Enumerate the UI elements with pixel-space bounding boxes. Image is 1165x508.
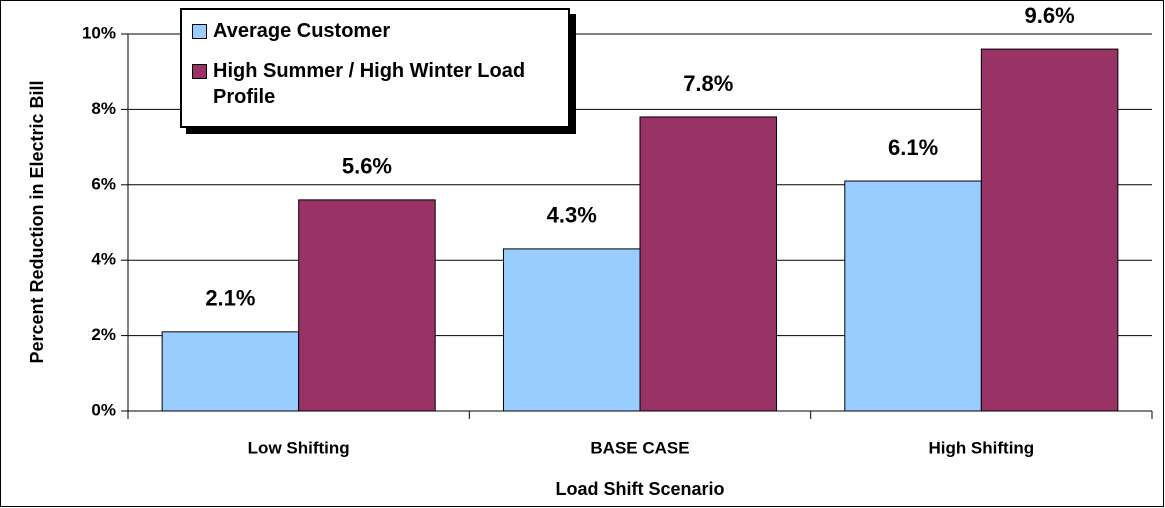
- legend-swatch: [192, 24, 207, 39]
- legend-entry: High Summer / High Winter Load Profile: [192, 58, 558, 110]
- y-tick-label: 8%: [91, 99, 116, 118]
- y-tick-label: 10%: [82, 23, 116, 42]
- x-tick-label: BASE CASE: [590, 438, 689, 457]
- x-axis-title: Load Shift Scenario: [555, 479, 724, 499]
- y-tick-label: 2%: [91, 325, 116, 344]
- x-tick-label: High Shifting: [928, 438, 1034, 457]
- bar: [502, 248, 641, 412]
- bar: [639, 116, 778, 412]
- legend-label: High Summer / High Winter Load Profile: [213, 60, 526, 108]
- data-label: 9.6%: [1025, 3, 1075, 28]
- data-label: 7.8%: [683, 71, 733, 96]
- legend-label: Average Customer: [213, 20, 391, 42]
- bar: [161, 331, 300, 412]
- data-label: 6.1%: [888, 135, 938, 160]
- y-tick-label: 0%: [91, 400, 116, 419]
- legend-entry: Average Customer: [192, 18, 558, 44]
- y-tick-label: 4%: [91, 250, 116, 269]
- bar: [298, 199, 436, 412]
- y-tick-label: 6%: [91, 174, 116, 193]
- y-axis-title: Percent Reduction in Electric Bill: [27, 80, 47, 363]
- legend-swatch: [192, 64, 207, 79]
- x-tick-label: Low Shifting: [248, 438, 350, 457]
- legend: Average Customer High Summer / High Winte…: [180, 8, 570, 128]
- bar: [980, 48, 1119, 412]
- bar: [844, 180, 982, 412]
- data-label: 5.6%: [342, 154, 392, 179]
- data-label: 4.3%: [547, 203, 597, 228]
- data-label: 2.1%: [205, 286, 255, 311]
